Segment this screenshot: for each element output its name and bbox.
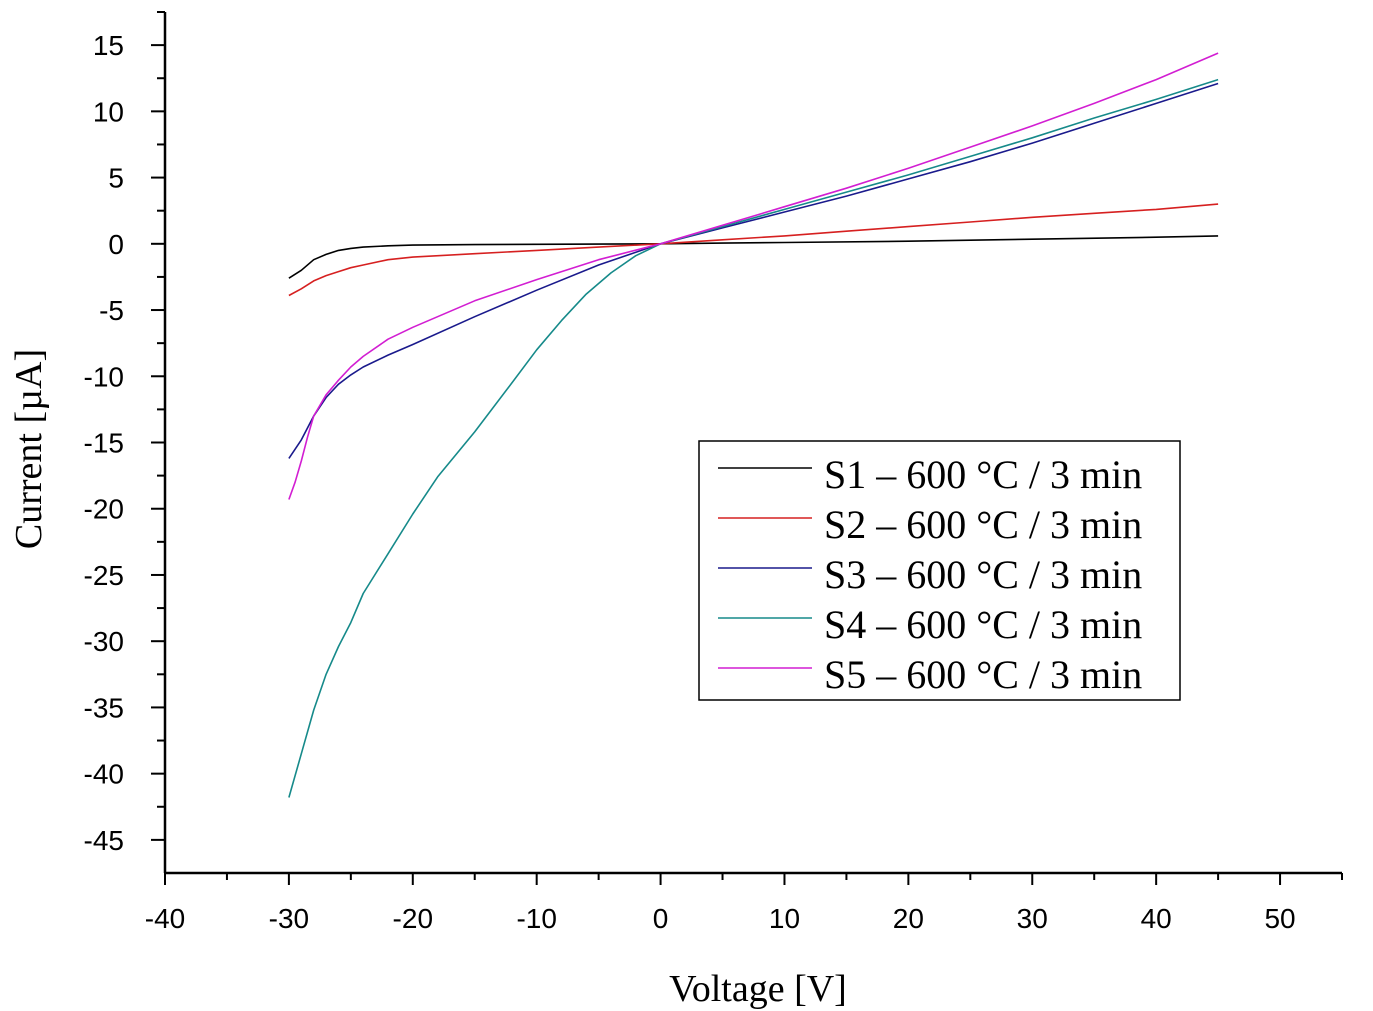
legend-items: S1 – 600 °C / 3 min S2 – 600 °C / 3 min S3… [718,452,1142,697]
x-ticks: -40 -30 -20 -10 0 10 20 30 40 50 [145,873,1343,934]
y-tick-label: 15 [93,30,124,61]
legend-label-s3: S3 – 600 °C / 3 min [824,552,1142,597]
y-tick-label: -5 [99,295,124,326]
y-tick-label: -30 [84,626,124,657]
x-tick-label: 20 [893,903,924,934]
series-line-s5 [288,52,1219,500]
x-tick-label: -30 [269,903,309,934]
legend-label-s4: S4 – 600 °C / 3 min [824,602,1142,647]
series-line-s3 [288,82,1219,459]
series-line-s4 [288,78,1219,798]
x-tick-label: -40 [145,903,185,934]
x-tick-label: 40 [1141,903,1172,934]
x-axis-title: Voltage [V] [669,968,847,1010]
axes: -40 -30 -20 -10 0 10 20 30 40 50 151050-5-10-15-2… [84,11,1343,934]
legend-box [698,440,1181,701]
y-tick-label: -20 [84,494,124,525]
y-ticks: 15 10 5 0 -5 -10 -15 -20 -25 -30 -35 -40 -45 [84,11,165,856]
y-tick-label: -15 [84,428,124,459]
y-tick-label: -40 [84,759,124,790]
series-line-s1 [288,235,1219,279]
y-tick-label: 0 [108,229,124,260]
y-tick-label: -45 [84,825,124,856]
legend-label-s5: S5 – 600 °C / 3 min [824,652,1142,697]
legend: S1 – 600 °C / 3 min S2 – 600 °C / 3 min S3… [698,440,1181,701]
x-tick-label: 50 [1264,903,1295,934]
y-tick-label: 5 [108,163,124,194]
x-tick-label: 30 [1017,903,1048,934]
legend-label-s2: S2 – 600 °C / 3 min [824,502,1142,547]
y-axis-title: Current [µA] [8,349,50,549]
y-tick-label: 10 [93,96,124,127]
series-line-s2 [288,203,1219,297]
y-tick-label: -25 [84,560,124,591]
legend-label-s1: S1 – 600 °C / 3 min [824,452,1142,497]
x-tick-label: 10 [769,903,800,934]
x-tick-label: 0 [653,903,669,934]
series-group [288,52,1219,798]
y-tick-label: -35 [84,692,124,723]
x-tick-label: -20 [393,903,433,934]
x-tick-label: -10 [516,903,556,934]
y-tick-label: -10 [84,361,124,392]
